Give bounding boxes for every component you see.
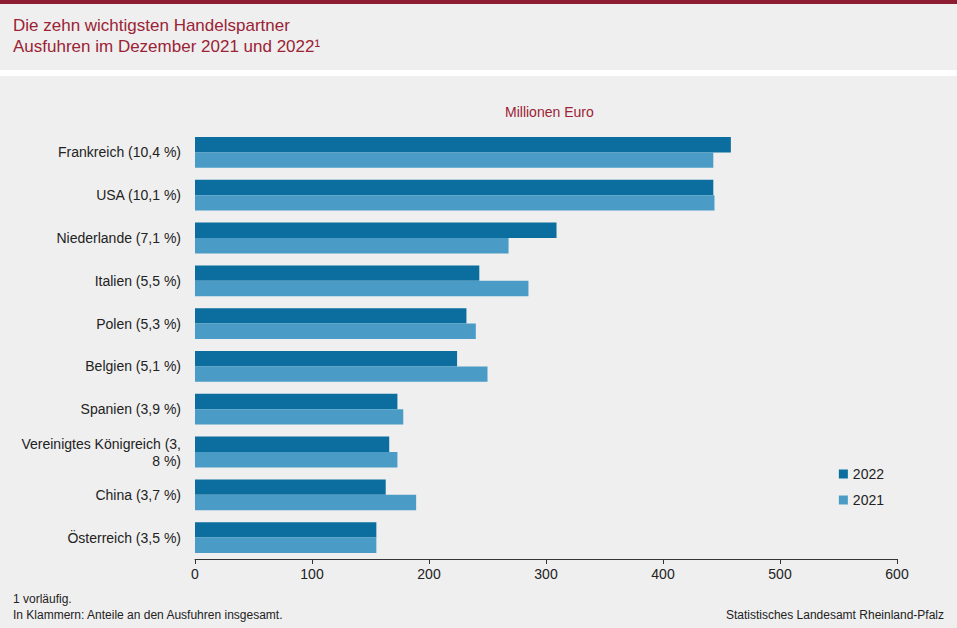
svg-text:500: 500 bbox=[768, 566, 792, 582]
svg-text:1 vorläufig.: 1 vorläufig. bbox=[13, 592, 72, 606]
svg-text:0: 0 bbox=[191, 566, 199, 582]
svg-text:Niederlande (7,1 %): Niederlande (7,1 %) bbox=[56, 230, 181, 246]
svg-text:Ausfuhren im Dezember 2021 und: Ausfuhren im Dezember 2021 und 2022¹ bbox=[13, 37, 320, 56]
svg-text:Die zehn wichtigsten Handelspa: Die zehn wichtigsten Handelspartner bbox=[13, 16, 290, 35]
svg-text:Millionen Euro: Millionen Euro bbox=[505, 104, 594, 120]
svg-text:Österreich (3,5 %): Österreich (3,5 %) bbox=[67, 529, 181, 546]
svg-text:China (3,7 %): China (3,7 %) bbox=[95, 487, 181, 503]
svg-text:2022: 2022 bbox=[853, 466, 884, 482]
svg-text:In Klammern: Anteile an den Au: In Klammern: Anteile an den Ausfuhren in… bbox=[13, 608, 283, 622]
svg-text:600: 600 bbox=[885, 566, 909, 582]
svg-text:Spanien (3,9 %): Spanien (3,9 %) bbox=[81, 401, 181, 417]
svg-text:Vereinigtes Königreich (3,: Vereinigtes Königreich (3, bbox=[21, 436, 181, 452]
svg-text:Frankreich (10,4 %): Frankreich (10,4 %) bbox=[58, 144, 181, 160]
svg-text:Statistisches Landesamt Rheinl: Statistisches Landesamt Rheinland-Pfalz bbox=[726, 608, 944, 622]
svg-text:Polen (5,3 %): Polen (5,3 %) bbox=[96, 316, 181, 332]
svg-text:USA (10,1 %): USA (10,1 %) bbox=[96, 187, 181, 203]
svg-text:Belgien (5,1 %): Belgien (5,1 %) bbox=[85, 358, 181, 374]
svg-text:300: 300 bbox=[534, 566, 558, 582]
svg-text:Italien (5,5 %): Italien (5,5 %) bbox=[95, 273, 181, 289]
svg-text:200: 200 bbox=[417, 566, 441, 582]
svg-text:8 %): 8 %) bbox=[152, 453, 181, 469]
svg-text:100: 100 bbox=[300, 566, 324, 582]
svg-text:400: 400 bbox=[651, 566, 675, 582]
svg-text:2021: 2021 bbox=[853, 492, 884, 508]
